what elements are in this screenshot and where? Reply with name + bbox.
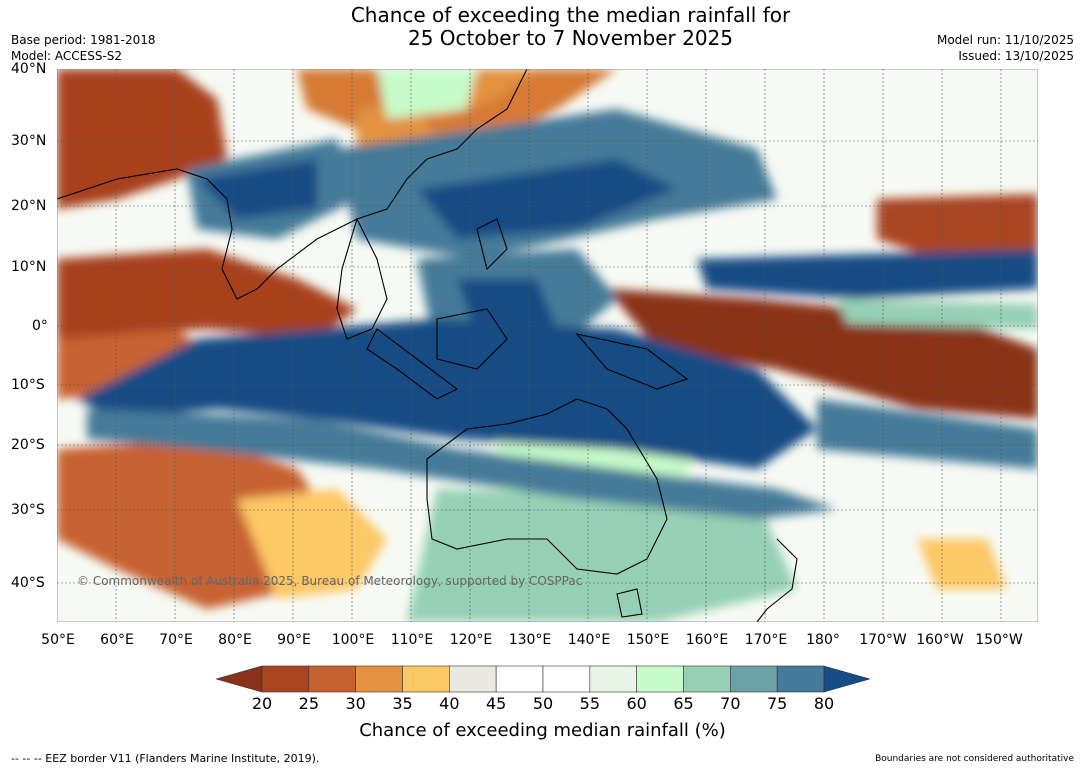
lat-label-20s: 20°S xyxy=(11,437,45,453)
eez-legend: -- -- -- EEZ border V11 (Flanders Marine… xyxy=(11,752,320,765)
lon-label-90e: 90°E xyxy=(277,632,311,648)
colorbar-segment xyxy=(355,665,403,693)
lon-label-110e: 110°E xyxy=(390,632,434,648)
lon-label-60e: 60°E xyxy=(100,632,134,648)
lat-label-eq: 0° xyxy=(32,318,48,334)
colorbar-segment xyxy=(776,665,825,693)
colorbar-segment xyxy=(449,665,497,693)
colorbar-segment xyxy=(308,665,356,693)
lon-label-80e: 80°E xyxy=(218,632,252,648)
map-title: Chance of exceeding the median rainfall … xyxy=(0,4,1085,50)
lat-label-40n: 40°N xyxy=(11,61,47,77)
graticule xyxy=(57,69,1038,622)
colorbar-segment xyxy=(261,665,310,693)
colorbar-segments xyxy=(216,665,870,693)
lon-label-130e: 130°E xyxy=(508,632,552,648)
colorbar-tick-label: 70 xyxy=(720,694,741,713)
lon-label-170w: 170°W xyxy=(859,632,907,648)
colorbar-tick-label: 75 xyxy=(766,694,788,713)
lon-label-150w: 150°W xyxy=(975,632,1023,648)
colorbar-tick-label: 60 xyxy=(626,694,647,713)
copyright-text: © Commonwealth of Australia 2025, Bureau… xyxy=(77,574,582,588)
colorbar-tick-label: 30 xyxy=(345,694,366,713)
colorbar-segment xyxy=(402,665,450,693)
colorbar-tick-label: 80 xyxy=(813,694,835,713)
base-period: Base period: 1981-2018 xyxy=(11,33,156,47)
meta-left: Base period: 1981-2018 Model: ACCESS-S2 xyxy=(11,32,156,64)
lon-label-50e: 50°E xyxy=(41,632,75,648)
colorbar-segment xyxy=(495,665,544,693)
philippines-coastline xyxy=(476,218,508,271)
title-line-2: 25 October to 7 November 2025 xyxy=(407,26,734,50)
lon-label-160e: 160°E xyxy=(685,632,729,648)
lat-label-30s: 30°S xyxy=(11,502,45,518)
colorbar-tick-label: 25 xyxy=(298,694,320,713)
indochina-coastline xyxy=(336,217,388,340)
lat-label-10s: 10°S xyxy=(11,377,45,393)
lat-label-20n: 20°N xyxy=(11,198,47,214)
lat-label-40s: 40°S xyxy=(11,575,45,591)
issued-date: Issued: 13/10/2025 xyxy=(958,49,1074,63)
lat-label-10n: 10°N xyxy=(11,259,47,275)
colorbar-tick-label: 40 xyxy=(439,694,460,713)
colorbar-tick-label: 20 xyxy=(251,694,273,713)
asia-coastline xyxy=(57,69,528,300)
colorbar-tick-label: 55 xyxy=(579,694,601,713)
tasmania-coastline xyxy=(616,588,643,618)
colorbar-segment xyxy=(636,665,684,693)
colorbar-segment xyxy=(542,665,591,693)
colorbar-segment xyxy=(730,665,778,693)
meta-right: Model run: 11/10/2025 Issued: 13/10/2025 xyxy=(937,32,1074,64)
rainfall-probability-map: © Commonwealth of Australia 2025, Bureau… xyxy=(57,69,1038,622)
colorbar-tick-label: 65 xyxy=(673,694,694,713)
colorbar-segment xyxy=(589,665,637,693)
lon-label-150e: 150°E xyxy=(626,632,670,648)
colorbar-tick-label: 45 xyxy=(485,694,507,713)
colorbar-arrow-low xyxy=(216,665,263,693)
title-line-1: Chance of exceeding the median rainfall … xyxy=(350,3,791,27)
new-guinea-coastline xyxy=(575,333,689,390)
boundaries-note: Boundaries are not considered authoritat… xyxy=(875,754,1074,764)
borneo-coastline xyxy=(436,308,508,370)
model-run: Model run: 11/10/2025 xyxy=(936,33,1074,47)
lon-label-180: 180° xyxy=(806,632,840,648)
model-name: Model: ACCESS-S2 xyxy=(11,49,123,63)
colorbar-arrow-high xyxy=(823,665,870,693)
lat-label-30n: 30°N xyxy=(11,133,47,149)
lon-label-170e: 170°E xyxy=(744,632,788,648)
colorbar-label: Chance of exceeding median rainfall (%) xyxy=(359,720,726,741)
lon-label-100e: 100°E xyxy=(331,632,375,648)
lon-label-140e: 140°E xyxy=(567,632,611,648)
new-zealand-coastline xyxy=(756,538,798,622)
colorbar xyxy=(216,665,870,693)
lon-label-120e: 120°E xyxy=(449,632,493,648)
colorbar-tick-label: 50 xyxy=(532,694,554,713)
sumatra-coastline xyxy=(366,328,459,400)
colorbar-tick-label: 35 xyxy=(392,694,413,713)
australia-coastline xyxy=(426,398,668,575)
lon-label-70e: 70°E xyxy=(159,632,193,648)
lon-label-160w: 160°W xyxy=(916,632,964,648)
colorbar-segment xyxy=(683,665,731,693)
coastlines xyxy=(57,69,798,622)
